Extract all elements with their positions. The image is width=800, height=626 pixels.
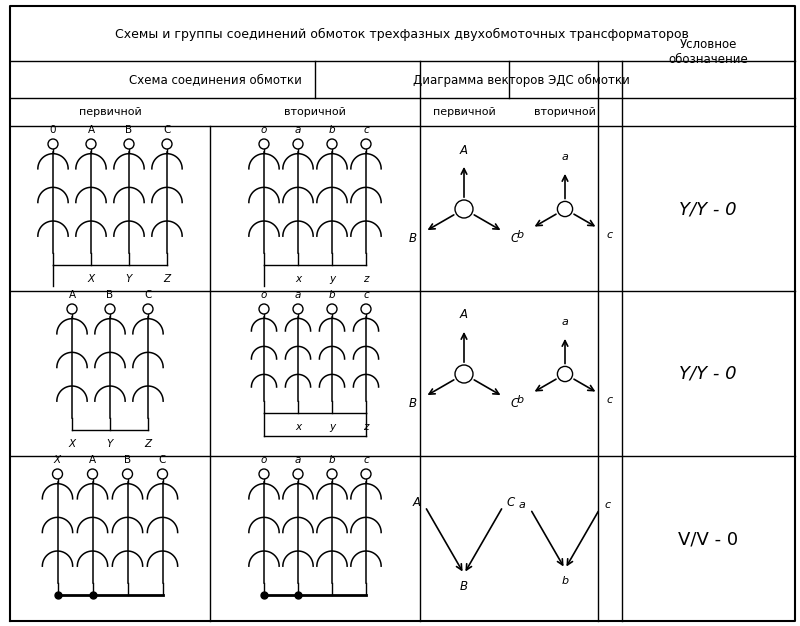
Text: A: A: [89, 455, 96, 465]
Text: b: b: [562, 576, 569, 586]
Text: b: b: [517, 230, 523, 240]
Text: a: a: [295, 455, 301, 465]
Text: X: X: [54, 455, 61, 465]
Text: Диаграмма векторов ЭДС обмотки: Диаграмма векторов ЭДС обмотки: [413, 73, 630, 86]
Text: Условное
обозначение: Условное обозначение: [668, 38, 748, 66]
Text: C: C: [507, 496, 515, 509]
Text: z: z: [363, 274, 369, 284]
Text: C: C: [159, 455, 166, 465]
Text: y: y: [329, 274, 335, 284]
Text: x: x: [295, 422, 301, 432]
Text: вторичной: вторичной: [534, 107, 596, 117]
Text: A: A: [460, 143, 468, 156]
Text: x: x: [295, 274, 301, 284]
Text: o: o: [261, 290, 267, 300]
Text: c: c: [363, 455, 369, 465]
Text: A: A: [413, 496, 421, 509]
Text: Z: Z: [163, 274, 170, 284]
Text: Y: Y: [107, 439, 113, 449]
Text: A: A: [87, 125, 94, 135]
Text: B: B: [409, 232, 417, 245]
Text: c: c: [605, 500, 610, 510]
Text: b: b: [517, 395, 523, 405]
Text: c: c: [607, 230, 613, 240]
Text: C: C: [511, 397, 519, 410]
Text: B: B: [124, 455, 131, 465]
Text: z: z: [363, 422, 369, 432]
Text: a: a: [519, 500, 526, 510]
Text: a: a: [562, 317, 569, 327]
Text: 0: 0: [50, 125, 56, 135]
Text: B: B: [126, 125, 133, 135]
Text: b: b: [329, 455, 335, 465]
Text: c: c: [363, 125, 369, 135]
Text: Y/Y - 0: Y/Y - 0: [679, 365, 737, 383]
Text: y: y: [329, 422, 335, 432]
Text: b: b: [329, 290, 335, 300]
Text: Y/Y - 0: Y/Y - 0: [679, 200, 737, 218]
Text: B: B: [106, 290, 114, 300]
Text: X: X: [87, 274, 94, 284]
Text: o: o: [261, 455, 267, 465]
Text: C: C: [163, 125, 170, 135]
Text: Схемы и группы соединений обмоток трехфазных двухобмоточных трансформаторов: Схемы и группы соединений обмоток трехфа…: [115, 28, 689, 41]
Text: B: B: [409, 397, 417, 410]
Text: A: A: [69, 290, 75, 300]
Text: C: C: [511, 232, 519, 245]
Text: V/V - 0: V/V - 0: [678, 530, 738, 548]
Text: a: a: [562, 152, 569, 162]
Text: a: a: [295, 290, 301, 300]
Text: C: C: [144, 290, 152, 300]
Text: B: B: [460, 580, 468, 592]
Text: Схема соединения обмотки: Схема соединения обмотки: [129, 73, 302, 86]
Text: a: a: [295, 125, 301, 135]
Text: A: A: [460, 309, 468, 322]
Text: первичной: первичной: [433, 107, 495, 117]
Text: X: X: [69, 439, 75, 449]
Text: o: o: [261, 125, 267, 135]
Text: c: c: [607, 395, 613, 405]
Text: Y: Y: [126, 274, 132, 284]
Text: b: b: [329, 125, 335, 135]
Text: c: c: [363, 290, 369, 300]
Text: вторичной: вторичной: [284, 107, 346, 117]
Text: Z: Z: [145, 439, 151, 449]
Text: первичной: первичной: [78, 107, 142, 117]
